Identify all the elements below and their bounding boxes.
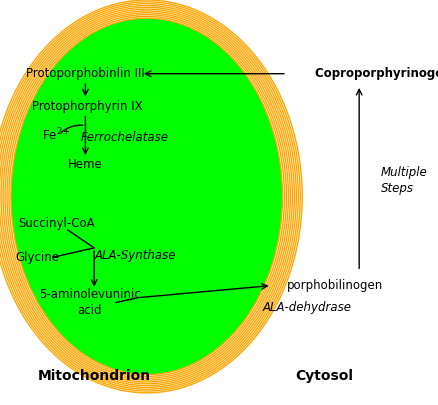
Text: Coproporphyrinogen III: Coproporphyrinogen III [315, 67, 438, 80]
Text: Heme: Heme [68, 158, 103, 171]
Text: Succinyl-CoA: Succinyl-CoA [19, 217, 95, 230]
Text: ALA-Synthase: ALA-Synthase [95, 249, 177, 262]
Text: Mitochondrion: Mitochondrion [38, 369, 151, 383]
Text: porphobilinogen: porphobilinogen [287, 279, 383, 292]
Text: Protoporphobinlin III: Protoporphobinlin III [26, 67, 145, 80]
Text: Protophorphyrin IX: Protophorphyrin IX [32, 100, 143, 113]
Text: 5-aminolevuninic
acid: 5-aminolevuninic acid [39, 288, 141, 317]
Ellipse shape [11, 18, 283, 375]
Text: ALA-dehydrase: ALA-dehydrase [263, 301, 352, 314]
Text: Cytosol: Cytosol [295, 369, 353, 383]
Text: Fe$^{2+}$: Fe$^{2+}$ [42, 127, 71, 143]
Text: Ferrochelatase: Ferrochelatase [81, 131, 169, 144]
Text: Glycine: Glycine [15, 251, 59, 264]
Text: Multiple
Steps: Multiple Steps [381, 166, 428, 195]
